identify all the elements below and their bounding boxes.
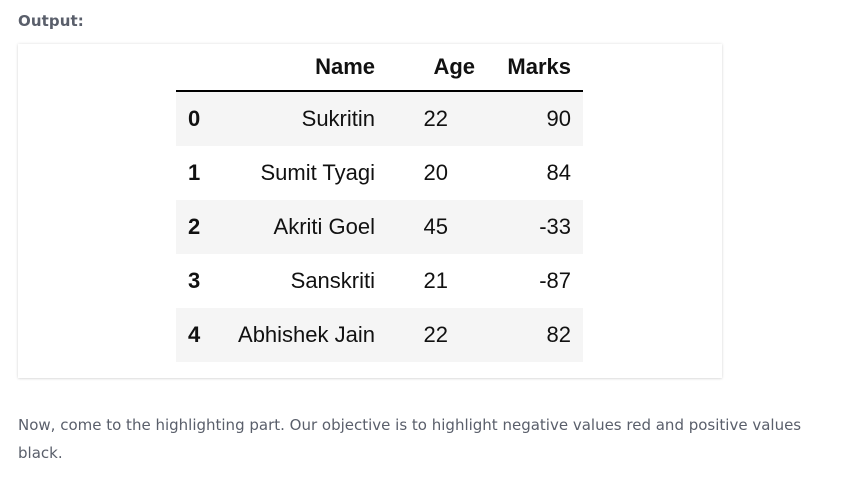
output-label: Output: — [18, 12, 84, 30]
row-index: 2 — [188, 214, 201, 239]
header-row: Name Age Marks — [176, 44, 583, 92]
column-header-age: Age — [375, 44, 475, 92]
row-index: 0 — [188, 106, 201, 131]
name-cell: Sanskriti — [290, 268, 375, 293]
table-row: 4 Abhishek Jain 22 82 — [176, 308, 583, 362]
column-header-marks: Marks — [475, 44, 583, 92]
name-cell: Sukritin — [301, 106, 375, 131]
table-row: 0 Sukritin 22 90 — [176, 91, 583, 146]
table-row: 3 Sanskriti 21 -87 — [176, 254, 583, 308]
marks-cell: -87 — [539, 268, 571, 293]
name-cell: Akriti Goel — [273, 214, 375, 239]
marks-cell: 90 — [546, 106, 571, 131]
column-header-name: Name — [216, 44, 375, 92]
dataframe-table: Name Age Marks 0 Sukritin 22 90 1 Sumit … — [176, 44, 583, 362]
marks-cell: 82 — [546, 322, 571, 347]
row-index: 1 — [188, 160, 201, 185]
name-cell: Abhishek Jain — [238, 322, 375, 347]
age-cell: 45 — [423, 214, 448, 239]
table-row: 1 Sumit Tyagi 20 84 — [176, 146, 583, 200]
marks-cell: -33 — [539, 214, 571, 239]
row-index: 3 — [188, 268, 201, 293]
table-row: 2 Akriti Goel 45 -33 — [176, 200, 583, 254]
table-header: Name Age Marks — [176, 44, 583, 92]
marks-cell: 84 — [546, 160, 571, 185]
age-cell: 22 — [423, 322, 448, 347]
name-cell: Sumit Tyagi — [260, 160, 375, 185]
age-cell: 20 — [423, 160, 448, 185]
body-paragraph: Now, come to the highlighting part. Our … — [18, 416, 802, 462]
age-cell: 21 — [423, 268, 448, 293]
column-header-index — [176, 44, 216, 92]
age-cell: 22 — [423, 106, 448, 131]
table-body: 0 Sukritin 22 90 1 Sumit Tyagi 20 84 2 A… — [176, 91, 583, 362]
output-box: Name Age Marks 0 Sukritin 22 90 1 Sumit … — [18, 44, 722, 378]
row-index: 4 — [188, 322, 201, 347]
